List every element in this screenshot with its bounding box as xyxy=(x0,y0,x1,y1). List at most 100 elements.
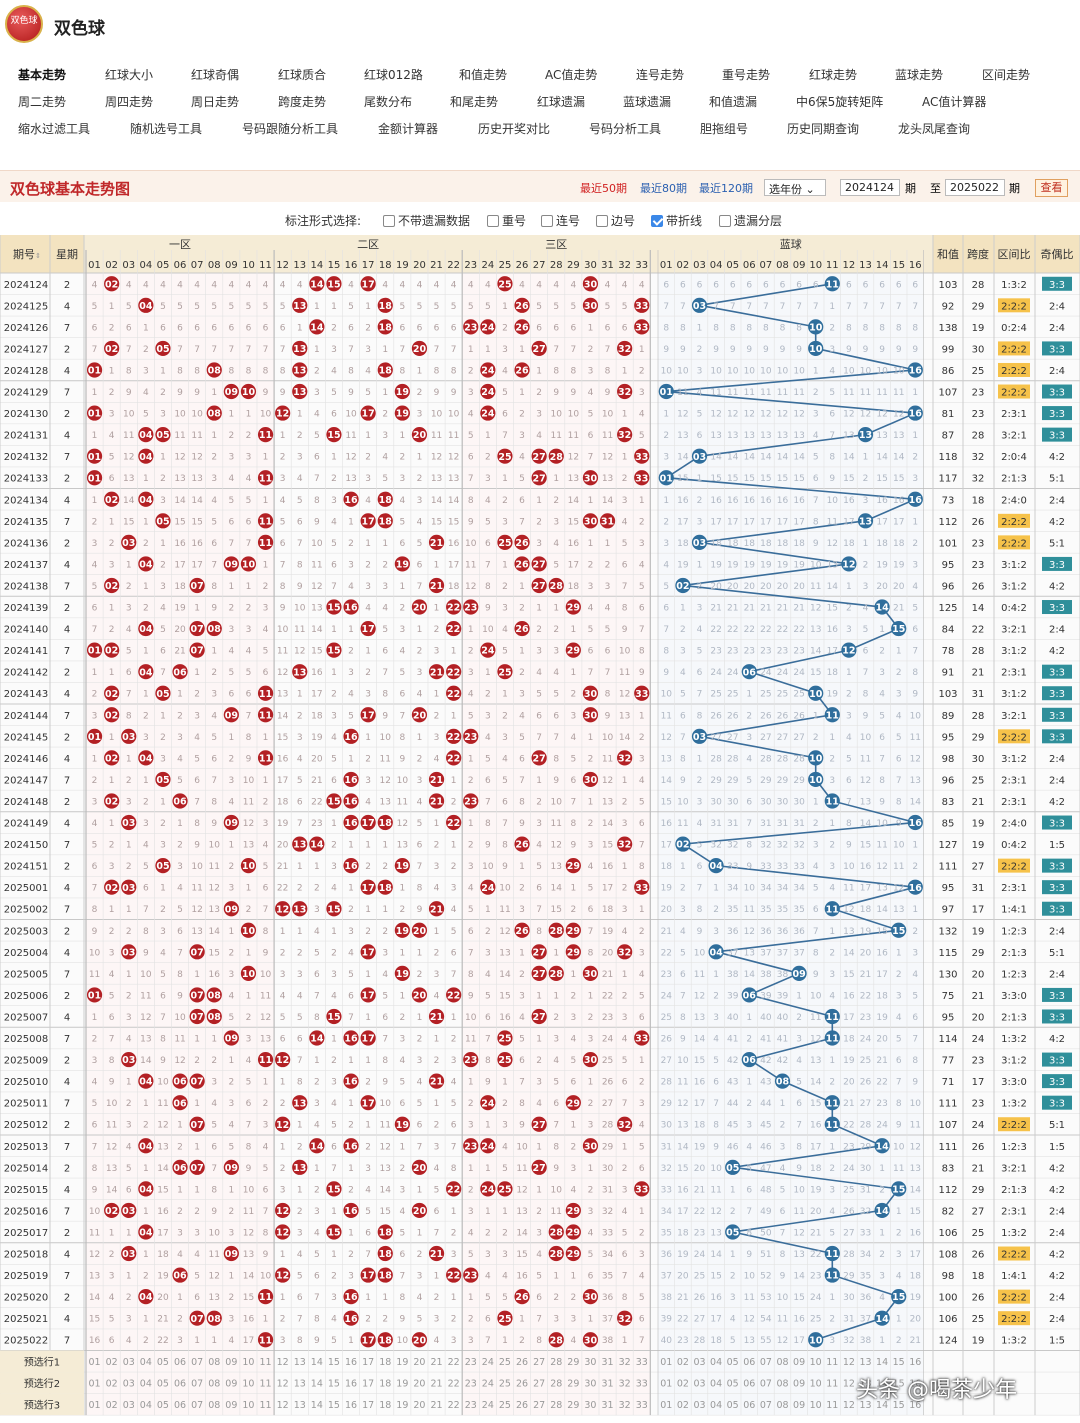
checkbox-icon[interactable] xyxy=(383,215,395,227)
omission-value: 5 xyxy=(331,539,337,549)
nav-item[interactable]: 重号走势 xyxy=(722,66,770,83)
nav-item[interactable]: 红球质合 xyxy=(278,66,326,83)
omission-value: 20 xyxy=(277,841,289,851)
nav-item[interactable]: 周二走势 xyxy=(18,93,66,110)
nav-item[interactable]: 连号走势 xyxy=(636,66,684,83)
nav-item[interactable]: 蓝球走势 xyxy=(895,66,943,83)
nav-item[interactable]: AC值计算器 xyxy=(922,93,986,110)
omission-value: 3 xyxy=(177,1228,183,1238)
year-select[interactable]: 选年份 ⌄ xyxy=(764,179,826,196)
omission-value: 6 xyxy=(536,323,542,333)
issue-number: 2024128 xyxy=(4,366,49,377)
red-ball-number: 19 xyxy=(396,409,409,420)
nav-item[interactable]: 尾数分布 xyxy=(364,93,412,110)
checkbox-icon[interactable] xyxy=(719,215,731,227)
nav-item[interactable]: AC值走势 xyxy=(545,66,597,83)
red-ball-number: 29 xyxy=(567,603,580,614)
omission-value: 2 xyxy=(605,560,611,570)
nav-item[interactable]: 历史同期查询 xyxy=(787,120,859,137)
omission-value: 8 xyxy=(399,366,405,376)
omission-value: 1 xyxy=(912,431,918,441)
omission-value: 6 xyxy=(246,517,252,527)
from-issue-input[interactable]: 2024124 xyxy=(840,179,900,196)
nav-item[interactable]: 号码分析工具 xyxy=(589,120,661,137)
nav-item[interactable]: 龙头凤尾查询 xyxy=(898,120,970,137)
checkbox-icon[interactable] xyxy=(596,215,608,227)
nav-item[interactable]: 蓝球遗漏 xyxy=(623,93,671,110)
nav-item[interactable]: 胆拖组号 xyxy=(700,120,748,137)
preselect-red-number: 27 xyxy=(533,1357,545,1368)
option-checkbox[interactable]: 不带遗漏数据 xyxy=(383,212,470,229)
nav-item[interactable]: 中6保5旋转矩阵 xyxy=(796,93,883,110)
option-checkbox[interactable]: 重号 xyxy=(487,212,526,229)
omission-value: 2 xyxy=(519,970,525,980)
omission-value: 4 xyxy=(348,280,354,290)
omission-value: 1 xyxy=(588,797,594,807)
omission-value: 1 xyxy=(468,625,474,635)
recent-120-link[interactable]: 最近120期 xyxy=(699,180,753,196)
omission-value: 4 xyxy=(280,496,286,506)
omission-value: 2 xyxy=(109,323,115,333)
nav-item[interactable]: 跨度走势 xyxy=(278,93,326,110)
option-checkbox[interactable]: 遗漏分层 xyxy=(719,212,782,229)
checkbox-icon[interactable] xyxy=(487,215,499,227)
red-ball-number: 15 xyxy=(327,1012,340,1023)
option-checkbox[interactable]: 带折线 xyxy=(651,212,702,229)
nav-item[interactable]: 红球走势 xyxy=(809,66,857,83)
omission-value: 2 xyxy=(109,388,115,398)
sum-value: 112 xyxy=(938,1185,957,1196)
omission-value: 12 xyxy=(876,410,887,420)
recent-50-link[interactable]: 最近50期 xyxy=(580,180,627,196)
nav-item[interactable]: 缩水过滤工具 xyxy=(18,120,90,137)
nav-item[interactable]: 周四走势 xyxy=(105,93,153,110)
nav-item[interactable]: 区间走势 xyxy=(982,66,1030,83)
nav-item[interactable]: 周日走势 xyxy=(191,93,239,110)
issue-number: 2024130 xyxy=(4,409,49,420)
nav-item[interactable]: 红球012路 xyxy=(364,66,423,83)
omission-value: 1 xyxy=(399,582,405,592)
omission-value: 14 xyxy=(810,1078,822,1088)
nav-item[interactable]: 和尾走势 xyxy=(450,93,498,110)
blue-ball-number: 11 xyxy=(826,797,839,808)
omission-value: 3 xyxy=(314,905,320,915)
nav-item[interactable]: 红球大小 xyxy=(105,66,153,83)
nav-item[interactable]: 金额计算器 xyxy=(378,120,438,137)
to-issue-input[interactable]: 2025022 xyxy=(945,179,1005,196)
nav-item[interactable]: 红球遗漏 xyxy=(537,93,585,110)
checkbox-icon[interactable] xyxy=(651,215,663,227)
nav-item[interactable]: 随机选号工具 xyxy=(130,120,202,137)
option-checkbox[interactable]: 边号 xyxy=(596,212,635,229)
span-value: 28 xyxy=(972,646,985,657)
omission-value: 3 xyxy=(263,604,269,614)
omission-value: 37 xyxy=(777,948,788,958)
nav-item[interactable]: 红球奇偶 xyxy=(191,66,239,83)
nav-item[interactable]: 和值走势 xyxy=(459,66,507,83)
omission-value: 2 xyxy=(109,1250,115,1260)
omission-value: 1 xyxy=(879,1336,885,1346)
omission-value: 40 xyxy=(661,1336,673,1346)
omission-value: 14 xyxy=(431,496,443,506)
nav-item[interactable]: 基本走势 xyxy=(18,66,66,83)
omission-value: 4 xyxy=(502,625,508,635)
omission-value: 2 xyxy=(399,1164,405,1174)
preselect-red-number: 24 xyxy=(482,1400,494,1411)
nav-item[interactable]: 历史开奖对比 xyxy=(478,120,550,137)
preselect-blue-number: 07 xyxy=(760,1378,772,1389)
omission-value: 4 xyxy=(417,1293,423,1303)
checkbox-icon[interactable] xyxy=(541,215,553,227)
omission-value: 13 xyxy=(448,474,459,484)
omission-value: 12 xyxy=(209,1272,220,1282)
span-value: 18 xyxy=(972,1271,985,1282)
nav-item[interactable]: 号码跟随分析工具 xyxy=(242,120,338,137)
nav-item[interactable]: 和值遗漏 xyxy=(709,93,757,110)
red-ball-number: 01 xyxy=(88,991,101,1002)
view-button[interactable]: 查看 xyxy=(1035,179,1068,197)
omission-value: 20 xyxy=(910,1315,922,1325)
omission-value: 16 xyxy=(810,1121,822,1131)
red-col-header: 14 xyxy=(310,260,323,271)
weekday: 2 xyxy=(64,603,70,614)
option-checkbox[interactable]: 连号 xyxy=(541,212,580,229)
omission-value: 4 xyxy=(382,280,388,290)
omission-value: 2 xyxy=(912,453,918,463)
recent-80-link[interactable]: 最近80期 xyxy=(640,180,687,196)
